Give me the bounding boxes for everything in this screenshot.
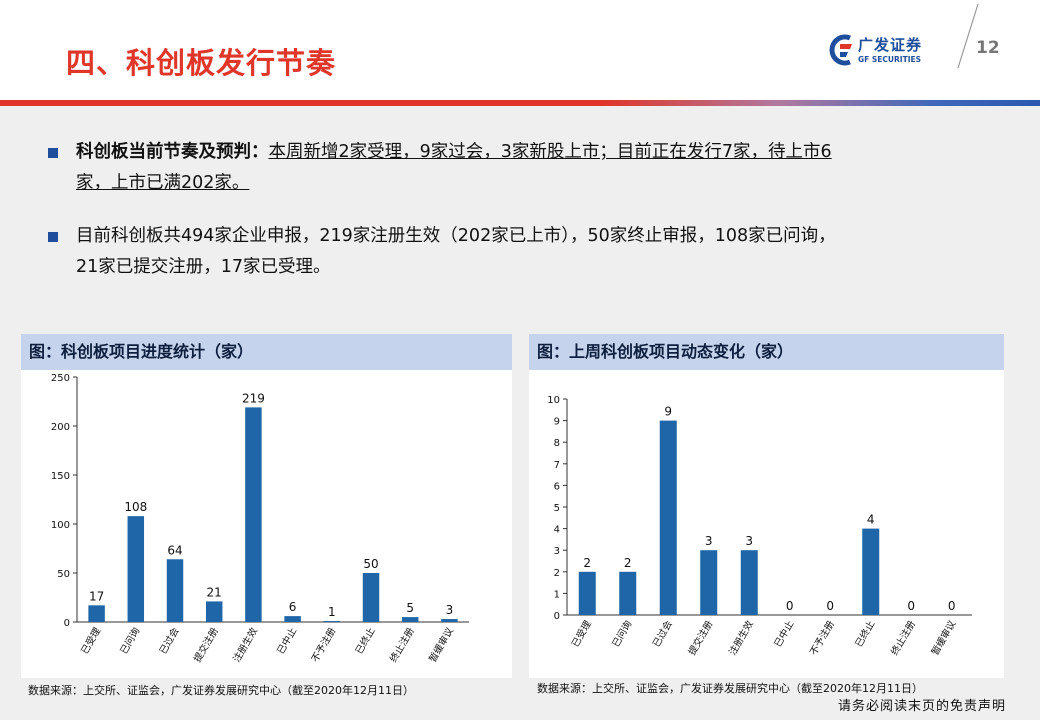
data-label: 1 bbox=[328, 605, 336, 619]
x-tick-label: 提交注册 bbox=[191, 625, 221, 664]
x-tick-label: 暂缓审议 bbox=[427, 625, 457, 664]
gf-logo-icon bbox=[829, 34, 852, 66]
data-label: 50 bbox=[363, 557, 378, 571]
header-slash-divider bbox=[957, 3, 979, 69]
bullet-text: 目前科创板共494家企业申报，219家注册生效（202家已上市），50家终止审报… bbox=[76, 221, 996, 283]
y-tick-label: 9 bbox=[554, 417, 560, 428]
chart-2-container: 0 1 2 3 4 5 6 7 8 9 10 2 已受理 2 已问询 9 已过会 3 提交注册 3 注册生效 0 已中止 0 不… bbox=[529, 370, 1004, 678]
y-tick-label: 0 bbox=[64, 618, 70, 629]
data-label: 4 bbox=[867, 513, 875, 527]
bar bbox=[166, 559, 184, 622]
y-tick-label: 50 bbox=[57, 569, 70, 580]
bullet-text: 科创板当前节奏及预判：本周新增2家受理，9家过会，3家新股上市；目前正在发行7家… bbox=[76, 137, 996, 199]
x-tick-label: 已中止 bbox=[275, 625, 300, 656]
bar bbox=[578, 571, 596, 615]
x-tick-label: 注册生效 bbox=[726, 618, 756, 657]
y-tick-label: 100 bbox=[51, 520, 70, 531]
y-tick-label: 3 bbox=[554, 546, 560, 557]
data-label: 21 bbox=[207, 585, 222, 599]
x-tick-label: 已中止 bbox=[772, 618, 797, 649]
x-tick-label: 终止注册 bbox=[387, 625, 417, 664]
chart-2-header: 图：上周科创板项目动态变化（家） bbox=[529, 334, 1004, 370]
bar bbox=[205, 601, 223, 622]
x-tick-label: 暂缓审议 bbox=[929, 618, 959, 657]
chart-weekly-changes: 0123456789102已受理2已问询9已过会3提交注册3注册生效0已中止0不… bbox=[547, 395, 972, 657]
data-label: 64 bbox=[167, 543, 182, 557]
chart-2-source: 数据来源：上交所、证监会，广发证券发展研究中心（截至2020年12月11日） bbox=[537, 682, 923, 695]
x-tick-label: 不予注册 bbox=[309, 625, 339, 664]
disclaimer-text: 请务必阅读末页的免责声明 bbox=[838, 699, 1007, 714]
data-label: 0 bbox=[948, 599, 956, 613]
y-tick-label: 0 bbox=[554, 611, 560, 622]
bar bbox=[740, 550, 758, 615]
x-tick-label: 已终止 bbox=[853, 618, 878, 649]
bar bbox=[862, 528, 880, 615]
chart-1-container: 0 50 100 150 200 250 17 已受理 108 已问询 64 已过会 21 提交注册 219… bbox=[21, 370, 512, 678]
data-label: 219 bbox=[242, 391, 265, 405]
y-tick-label: 250 bbox=[51, 373, 70, 384]
data-label: 0 bbox=[826, 599, 834, 613]
x-tick-label: 不予注册 bbox=[807, 618, 837, 657]
x-tick-label: 已受理 bbox=[569, 618, 594, 649]
x-tick-label: 提交注册 bbox=[686, 618, 716, 657]
data-label: 5 bbox=[406, 601, 414, 615]
y-tick-label: 5 bbox=[554, 503, 560, 514]
chart-1-source: 数据来源：上交所、证监会，广发证券发展研究中心（截至2020年12月11日） bbox=[28, 684, 414, 697]
bar bbox=[245, 407, 262, 622]
bar bbox=[441, 619, 458, 622]
bullet-bold-label: 科创板当前节奏及预判： bbox=[76, 142, 269, 162]
bullet-underlined-text: 本周新增2家受理，9家过会，3家新股上市；目前正在发行7家，待上市6 bbox=[268, 142, 832, 162]
bar bbox=[88, 605, 105, 622]
x-tick-label: 已过会 bbox=[650, 618, 675, 649]
data-label: 9 bbox=[664, 405, 672, 419]
data-label: 0 bbox=[907, 599, 915, 613]
page-number: 12 bbox=[976, 38, 1000, 58]
bullet-square-icon bbox=[48, 232, 58, 242]
y-tick-label: 8 bbox=[554, 438, 560, 449]
data-label: 3 bbox=[446, 603, 454, 617]
logo-text-en: GF SECURITIES bbox=[858, 55, 922, 64]
bar bbox=[362, 573, 380, 622]
data-label: 0 bbox=[786, 599, 794, 613]
y-tick-label: 200 bbox=[51, 422, 70, 433]
y-tick-label: 7 bbox=[554, 460, 560, 471]
data-label: 2 bbox=[624, 556, 632, 570]
data-label: 108 bbox=[124, 500, 147, 514]
x-tick-label: 终止注册 bbox=[888, 618, 918, 657]
gf-securities-logo: 广发证券 GF SECURITIES bbox=[826, 32, 946, 72]
x-tick-label: 已终止 bbox=[353, 625, 378, 656]
x-tick-label: 注册生效 bbox=[231, 625, 261, 664]
bar bbox=[323, 621, 341, 622]
bullet-underlined-text-cont: 家，上市已满202家。 bbox=[76, 173, 250, 193]
data-label: 3 bbox=[705, 534, 713, 548]
data-label: 2 bbox=[583, 556, 591, 570]
y-tick-label: 2 bbox=[554, 568, 560, 579]
header-gradient-bar bbox=[0, 100, 1040, 106]
page-title: 四、科创板发行节奏 bbox=[66, 46, 337, 80]
y-tick-label: 10 bbox=[547, 395, 560, 406]
x-tick-label: 已问询 bbox=[610, 619, 635, 650]
data-label: 6 bbox=[289, 600, 297, 614]
chart-progress-stats: 05010015020025017已受理108已问询64已过会21提交注册219… bbox=[51, 373, 469, 664]
x-tick-label: 已受理 bbox=[79, 625, 104, 656]
chart-1-header: 图：科创板项目进度统计（家） bbox=[21, 334, 512, 370]
y-tick-label: 4 bbox=[554, 525, 560, 536]
y-tick-label: 6 bbox=[554, 481, 560, 492]
bar bbox=[619, 571, 637, 615]
bar bbox=[127, 516, 145, 622]
y-tick-label: 150 bbox=[51, 471, 70, 482]
bullet-line-1: 目前科创板共494家企业申报，219家注册生效（202家已上市），50家终止审报… bbox=[76, 226, 836, 246]
bar bbox=[700, 550, 718, 615]
y-tick-label: 1 bbox=[554, 589, 560, 600]
bar bbox=[659, 420, 677, 615]
data-label: 3 bbox=[745, 534, 753, 548]
bullet-line-2: 21家已提交注册，17家已受理。 bbox=[76, 257, 331, 277]
x-tick-label: 已过会 bbox=[157, 625, 182, 656]
data-label: 17 bbox=[89, 589, 104, 603]
logo-text-cn: 广发证券 bbox=[858, 36, 923, 54]
bar bbox=[401, 617, 419, 622]
bullet-square-icon bbox=[48, 148, 58, 158]
x-tick-label: 已问询 bbox=[118, 626, 143, 657]
bar bbox=[284, 616, 301, 622]
